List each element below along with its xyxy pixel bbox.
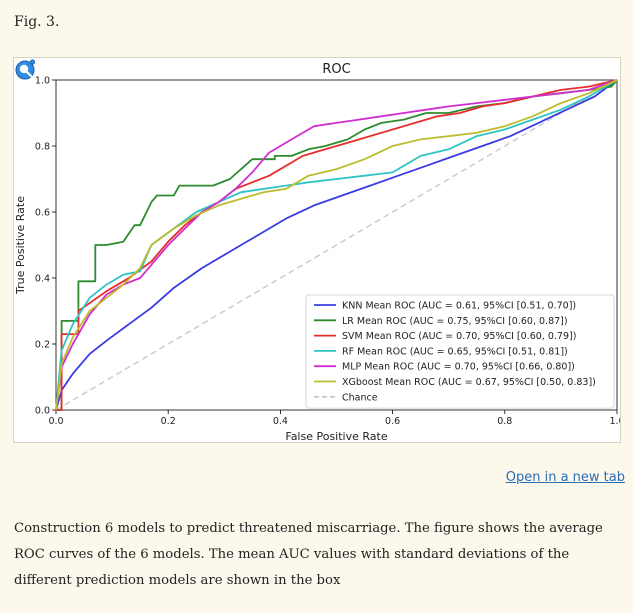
series-line-lr <box>56 79 618 411</box>
open-in-new-tab-link[interactable]: Open in a new tab <box>505 470 625 485</box>
figure-label: Fig. 3. <box>14 14 60 30</box>
magnifier-icon[interactable] <box>14 58 36 80</box>
legend-label: LR Mean ROC (AUC = 0.75, 95%CI [0.60, 0.… <box>342 316 568 327</box>
legend-label: XGboost Mean ROC (AUC = 0.67, 95%CI [0.5… <box>342 377 596 388</box>
legend-label: MLP Mean ROC (AUC = 0.70, 95%CI [0.66, 0… <box>342 362 575 373</box>
series-line-knn <box>55 79 618 411</box>
x-tick-label: 0.2 <box>161 416 176 427</box>
series-line-chance <box>55 79 618 411</box>
legend-box <box>305 294 615 409</box>
y-tick-label: 0.8 <box>35 142 50 153</box>
y-tick-label: 0.6 <box>35 208 50 219</box>
x-axis-title: False Positive Rate <box>285 430 387 442</box>
legend-label: SVM Mean ROC (AUC = 0.70, 95%CI [0.60, 0… <box>342 331 576 342</box>
y-tick-label: 1.0 <box>35 76 50 87</box>
roc-figure[interactable]: ROC 0.0 0.2 0.4 0.6 0.8 1.0 0.0 0.2 0.4 0.6 0.8 1.0 F… <box>13 57 621 443</box>
y-axis-title: True Positive Rate <box>14 196 27 295</box>
roc-chart: ROC 0.0 0.2 0.4 0.6 0.8 1.0 0.0 0.2 0.4 0.6 0.8 1.0 F… <box>14 62 620 442</box>
figure-caption: Construction 6 models to predict threate… <box>14 521 603 588</box>
y-tick-label: 0.2 <box>35 340 50 351</box>
y-tick-label: 0.4 <box>35 274 50 285</box>
series-line-svm <box>56 79 618 411</box>
legend-label: RF Mean ROC (AUC = 0.65, 95%CI [0.51, 0.… <box>342 346 568 357</box>
legend-label: KNN Mean ROC (AUC = 0.61, 95%CI [0.51, 0… <box>342 301 576 312</box>
x-tick-label: 0.4 <box>273 416 288 427</box>
x-tick-label: 1.0 <box>609 416 620 427</box>
y-tick-label: 0.0 <box>35 406 50 417</box>
legend-label: Chance <box>342 392 378 403</box>
series-line-xgboost <box>55 79 618 411</box>
x-tick-label: 0.8 <box>497 416 512 427</box>
chart-title: ROC <box>322 62 350 77</box>
series-line-rf <box>55 79 618 411</box>
plot-frame <box>55 79 618 411</box>
x-tick-label: 0.0 <box>48 416 63 427</box>
x-tick-label: 0.6 <box>385 416 400 427</box>
